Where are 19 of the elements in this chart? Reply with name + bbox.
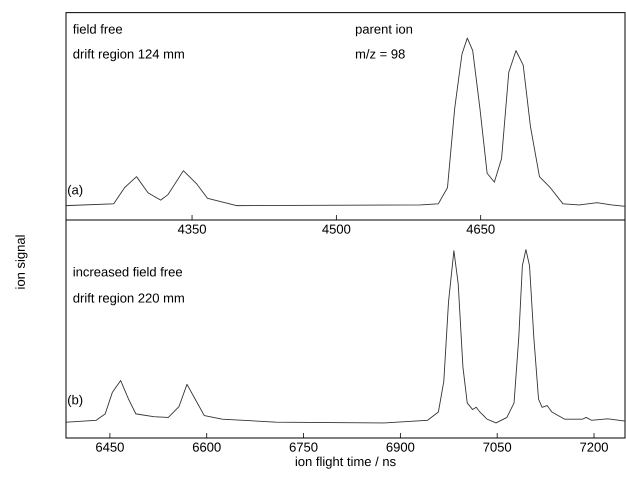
x-tick-label: 4650 [466,224,495,234]
x-tick-label: 7050 [483,442,512,452]
x-tick-label: 6600 [192,442,221,452]
x-tick-label: 6900 [386,442,414,452]
x-tick-label: 7200 [580,442,608,452]
annotation: increased field free [74,266,182,277]
x-axis-title: ion flight time / ns [296,456,396,469]
x-tick-label: 4350 [178,224,206,234]
x-tick-label: 4500 [322,224,350,234]
text: parent ion [356,24,412,36]
text: field free [72,24,122,34]
annotation: m/z = 98 [356,49,405,59]
annotation: drift region 124 mm [73,49,184,62]
annotation: drift region 220 mm [73,293,184,306]
y-axis-title: ion signal [15,235,28,289]
annotation: (b) [68,394,82,407]
x-tick-label: 6750 [290,442,318,452]
annotation: (a) [68,184,82,198]
x-tick-label: 6450 [96,442,124,452]
